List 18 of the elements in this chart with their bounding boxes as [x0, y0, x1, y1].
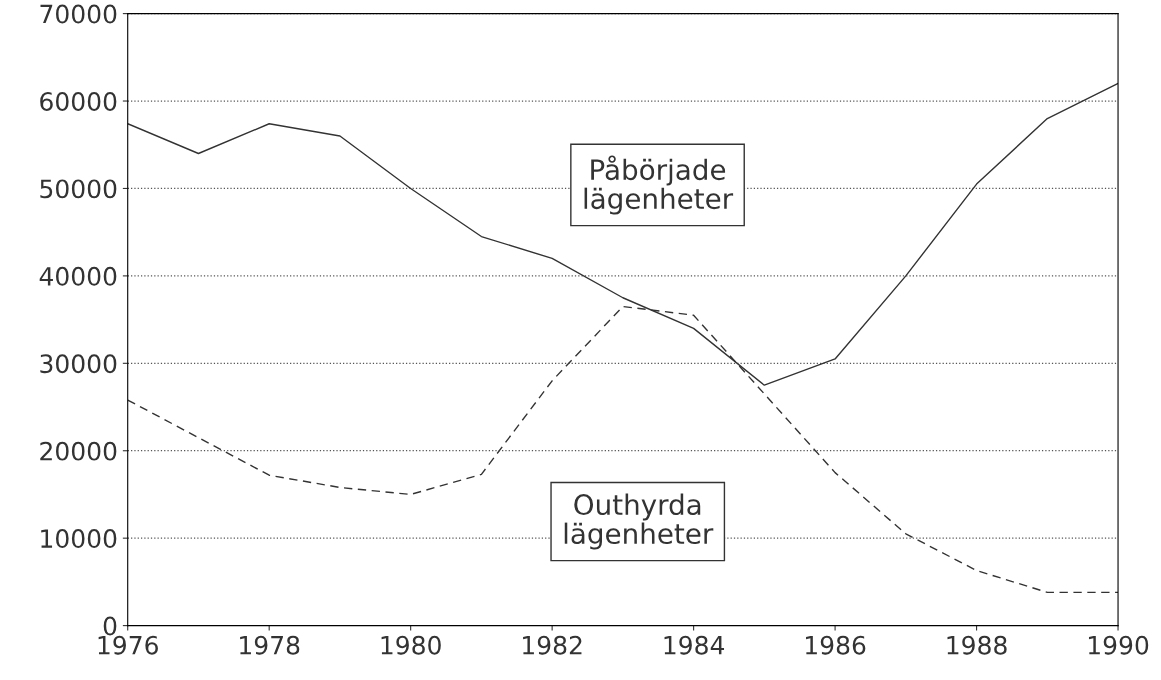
y-tick-label: 50000	[40, 179, 117, 199]
x-tick-label: 1978	[240, 635, 300, 655]
y-tick-label: 0	[103, 616, 117, 636]
y-tick-label: 40000	[39, 266, 117, 286]
x-tick-label: 1988	[947, 635, 1007, 655]
y-tick-label: 70000	[40, 4, 117, 24]
y-tick-label: 20000	[40, 441, 117, 461]
text: Outhyrda lägenheter	[564, 493, 714, 550]
y-tick-label: 10000	[41, 529, 117, 549]
series-label: Påbörjade lägenheter	[584, 155, 734, 215]
y-tick-label: 30000	[40, 354, 117, 374]
x-tick-label: 1980	[381, 635, 441, 655]
x-tick-label: 1986	[806, 635, 866, 655]
x-tick-label: 1990	[1088, 635, 1149, 655]
x-tick-label: 1976	[98, 635, 158, 655]
x-tick-label: 1982	[523, 635, 582, 655]
y-tick-label: 60000	[40, 91, 117, 111]
x-tick-label: 1984	[664, 635, 725, 655]
